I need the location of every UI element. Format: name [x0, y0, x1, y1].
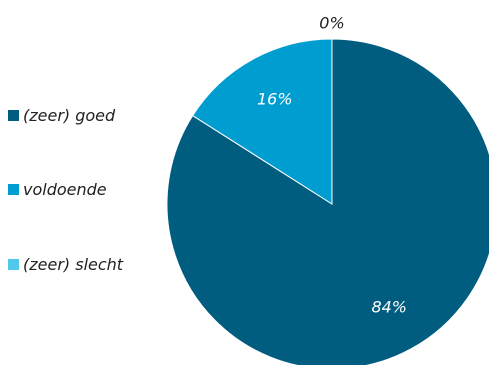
legend-label-voldoende: voldoende: [23, 180, 107, 199]
legend-swatch-zeer-goed: [8, 110, 19, 121]
legend-swatch-zeer-slecht: [8, 259, 19, 270]
legend-label-zeer-goed: (zeer) goed: [23, 106, 116, 125]
data-label-voldoende: 16%: [257, 89, 293, 108]
legend-item-zeer-goed: (zeer) goed: [8, 106, 115, 125]
legend-label-zeer-slecht: (zeer) slecht: [23, 255, 124, 274]
legend-item-zeer-slecht: (zeer) slecht: [8, 255, 123, 274]
chart-legend: (zeer) goed voldoende (zeer) slecht: [8, 0, 178, 365]
pie-slices: [166, 38, 489, 365]
data-label-zeer-slecht: 0%: [319, 14, 344, 33]
pie-data-labels: 84% 16% 0%: [257, 14, 407, 317]
legend-swatch-voldoende: [8, 184, 19, 195]
legend-item-voldoende: voldoende: [8, 180, 107, 199]
data-label-zeer-goed: 84%: [371, 298, 407, 317]
pie-slice-voldoende: [191, 38, 333, 205]
